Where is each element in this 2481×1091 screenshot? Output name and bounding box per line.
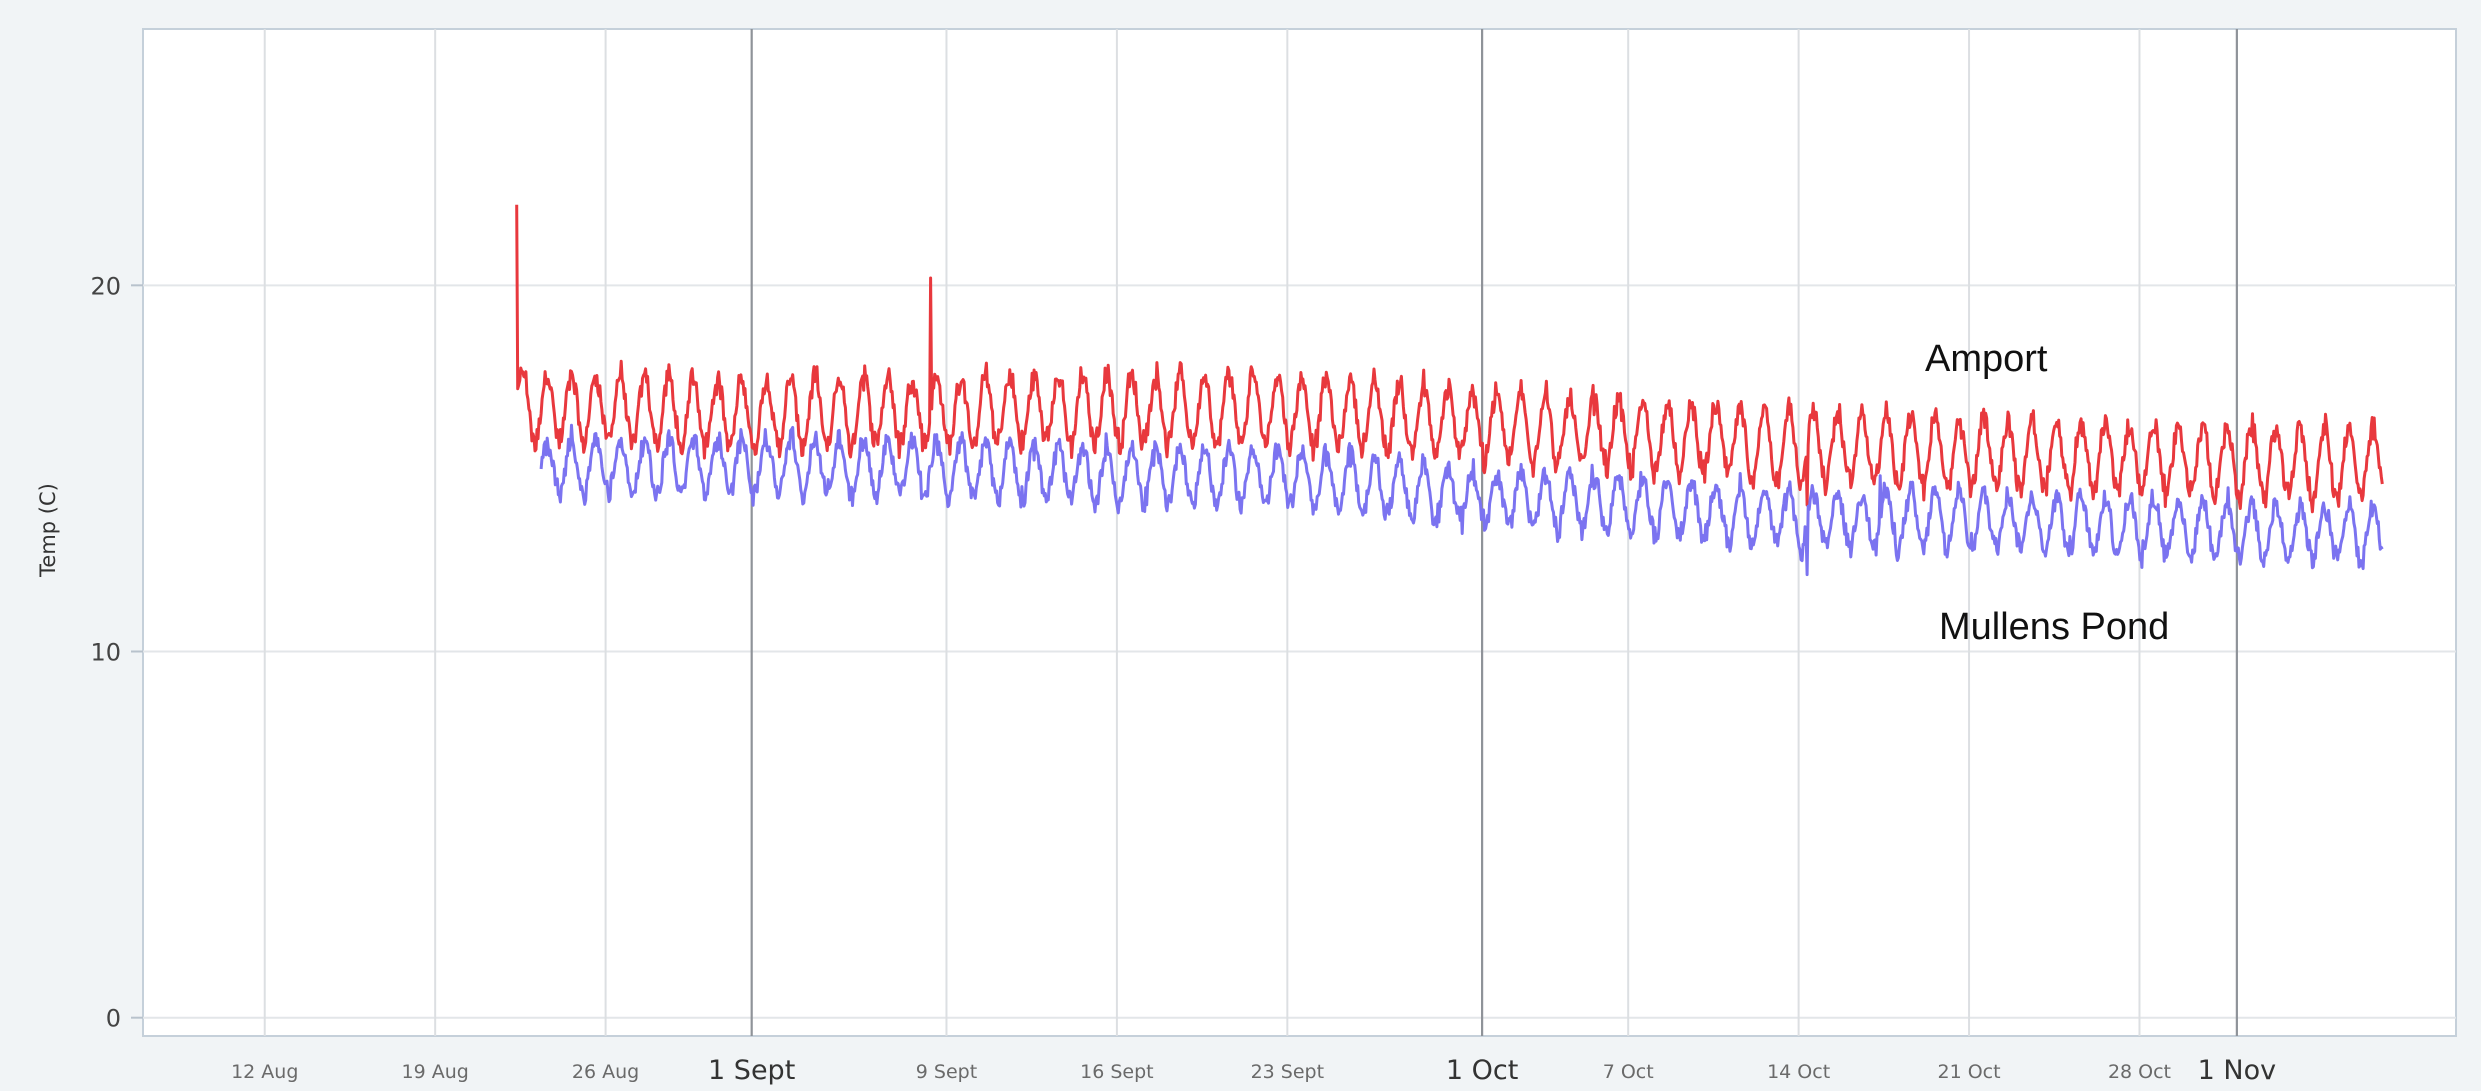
x-tick-label: 26 Aug <box>572 1061 639 1083</box>
x-tick-label: 12 Aug <box>231 1061 298 1083</box>
grid-lines <box>131 29 2456 1036</box>
axis-labels: 0 10 20 12 Aug 19 Aug 26 Aug 1 Sept 9 Sept 16 Se… <box>90 272 2276 1086</box>
x-tick-label: 21 Oct <box>1938 1061 2001 1083</box>
plot-area-background <box>142 28 2457 1037</box>
series-line-amport <box>515 204 2384 514</box>
y-tick-label: 0 <box>106 1005 121 1033</box>
x-tick-label: 1 Oct <box>1446 1055 1518 1086</box>
y-tick-label: 10 <box>90 639 121 667</box>
series-label-mullens-pond: Mullens Pond <box>1939 606 2169 648</box>
series-label-amport: Amport <box>1925 338 2048 380</box>
x-tick-label: 7 Oct <box>1603 1061 1654 1083</box>
x-tick-label: 9 Sept <box>916 1061 977 1083</box>
series-layer <box>515 204 2384 577</box>
x-tick-label: 23 Sept <box>1251 1061 1324 1083</box>
x-tick-label: 28 Oct <box>2108 1061 2171 1083</box>
y-axis-title: Temp (C) <box>36 483 60 578</box>
x-tick-label: 16 Sept <box>1080 1061 1153 1083</box>
x-tick-label: 19 Aug <box>402 1061 469 1083</box>
y-tick-label: 20 <box>90 272 121 300</box>
x-tick-label: 14 Oct <box>1767 1061 1830 1083</box>
series-line-mullens-pond <box>539 423 2384 577</box>
x-tick-label: 1 Nov <box>2198 1055 2276 1086</box>
x-tick-label: 1 Sept <box>708 1055 795 1086</box>
